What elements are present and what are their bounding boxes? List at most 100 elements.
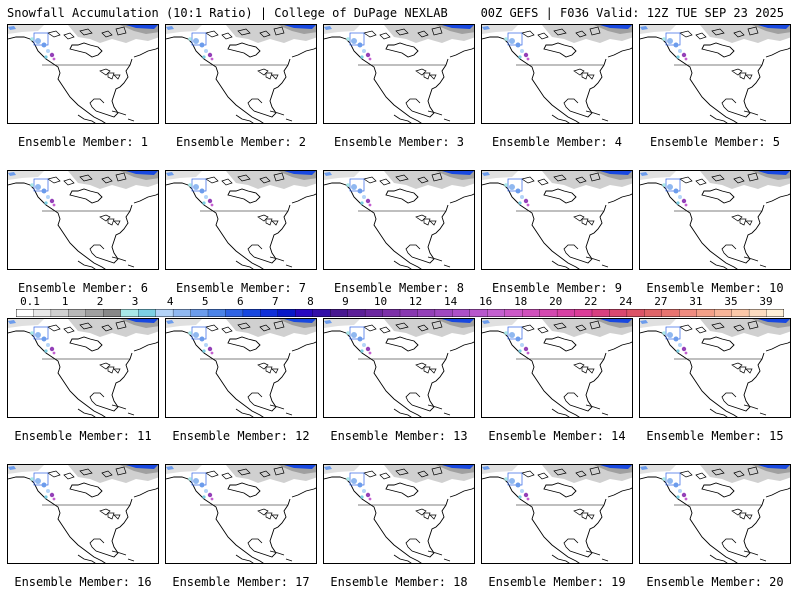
legend-tick-label: 2 bbox=[96, 295, 104, 308]
legend-color-swatch bbox=[522, 309, 541, 317]
arctic-islands bbox=[363, 172, 443, 186]
hudson-bay bbox=[543, 42, 577, 58]
legend-color-swatch bbox=[731, 309, 750, 317]
snowfall-shading bbox=[504, 477, 530, 501]
legend-color-swatch bbox=[591, 309, 611, 317]
arctic-islands bbox=[47, 466, 127, 480]
arctic-islands bbox=[363, 466, 443, 480]
ensemble-member-map-17[interactable] bbox=[165, 464, 317, 564]
arctic-islands bbox=[47, 320, 127, 334]
north-america-map bbox=[8, 25, 158, 123]
snowfall-shading bbox=[346, 37, 372, 61]
legend-color-swatch bbox=[120, 309, 139, 317]
ensemble-member-caption: Ensemble Member: 20 bbox=[646, 575, 784, 589]
ensemble-member-map-12[interactable] bbox=[165, 318, 317, 418]
ensemble-member-map-7[interactable] bbox=[165, 170, 317, 270]
ensemble-member-map-14[interactable] bbox=[481, 318, 633, 418]
hudson-bay bbox=[543, 336, 577, 352]
arctic-islands bbox=[679, 320, 759, 334]
arctic-islands bbox=[679, 26, 759, 40]
east-coastline bbox=[411, 193, 474, 264]
arctic-islands bbox=[521, 466, 601, 480]
ensemble-member-map-2[interactable] bbox=[165, 24, 317, 124]
ensemble-member-map-6[interactable] bbox=[7, 170, 159, 270]
ensemble-member-map-16[interactable] bbox=[7, 464, 159, 564]
ensemble-member-caption: Ensemble Member: 3 bbox=[333, 135, 465, 149]
north-america-map bbox=[166, 465, 316, 563]
hudson-bay bbox=[543, 188, 577, 204]
east-coastline bbox=[95, 341, 158, 412]
great-lakes bbox=[415, 68, 437, 80]
east-coastline bbox=[253, 47, 316, 118]
arctic-islands bbox=[205, 172, 285, 186]
ensemble-member-map-1[interactable] bbox=[7, 24, 159, 124]
gulf-coast bbox=[235, 244, 263, 269]
legend-color-swatch bbox=[452, 309, 471, 317]
ensemble-member-caption: Ensemble Member: 16 bbox=[14, 575, 152, 589]
legend-color-swatch bbox=[748, 309, 768, 317]
north-america-map bbox=[8, 319, 158, 417]
snowfall-legend-colorbar bbox=[16, 309, 784, 317]
east-coastline bbox=[727, 47, 790, 118]
legend-color-swatch bbox=[16, 309, 35, 317]
hudson-bay bbox=[69, 482, 103, 498]
ensemble-member-map-13[interactable] bbox=[323, 318, 475, 418]
gulf-coast bbox=[393, 538, 421, 563]
legend-color-swatch bbox=[347, 309, 366, 317]
great-lakes bbox=[415, 214, 437, 226]
arctic-islands bbox=[679, 172, 759, 186]
snowfall-shading bbox=[662, 37, 688, 61]
gulf-coast bbox=[77, 244, 105, 269]
gulf-coast bbox=[709, 538, 737, 563]
legend-tick-label: 35 bbox=[724, 295, 738, 308]
legend-color-swatch bbox=[295, 309, 314, 317]
legend-tick-label: 6 bbox=[236, 295, 244, 308]
ensemble-member-map-18[interactable] bbox=[323, 464, 475, 564]
ensemble-member-caption: Ensemble Member: 5 bbox=[649, 135, 781, 149]
snowfall-shading bbox=[504, 37, 530, 61]
gulf-coast bbox=[551, 98, 579, 123]
gulf-coast bbox=[235, 98, 263, 123]
legend-color-swatch bbox=[487, 309, 506, 317]
arctic-islands bbox=[679, 466, 759, 480]
hudson-bay bbox=[385, 336, 419, 352]
hudson-bay bbox=[227, 188, 261, 204]
hudson-bay bbox=[701, 336, 735, 352]
east-coastline bbox=[95, 487, 158, 558]
snowfall-shading bbox=[188, 331, 214, 355]
east-coastline bbox=[253, 487, 316, 558]
north-america-map bbox=[324, 465, 474, 563]
ensemble-member-map-9[interactable] bbox=[481, 170, 633, 270]
legend-color-swatch bbox=[644, 309, 663, 317]
legend-tick-label: 4 bbox=[166, 295, 174, 308]
gulf-coast bbox=[77, 392, 105, 417]
ensemble-member-map-20[interactable] bbox=[639, 464, 791, 564]
legend-tick-label: 16 bbox=[478, 295, 493, 308]
ensemble-member-caption: Ensemble Member: 7 bbox=[175, 281, 307, 295]
arctic-islands bbox=[205, 466, 285, 480]
ensemble-member-map-15[interactable] bbox=[639, 318, 791, 418]
ensemble-member-caption: Ensemble Member: 18 bbox=[330, 575, 468, 589]
arctic-islands bbox=[363, 26, 443, 40]
hudson-bay bbox=[543, 482, 577, 498]
legend-color-swatch bbox=[330, 309, 349, 317]
gulf-coast bbox=[235, 538, 263, 563]
great-lakes bbox=[415, 508, 437, 520]
ensemble-member-map-8[interactable] bbox=[323, 170, 475, 270]
legend-color-swatch bbox=[417, 309, 436, 317]
arctic-islands bbox=[205, 320, 285, 334]
ensemble-member-map-19[interactable] bbox=[481, 464, 633, 564]
hudson-bay bbox=[227, 42, 261, 58]
north-america-map bbox=[482, 465, 632, 563]
ensemble-member-map-5[interactable] bbox=[639, 24, 791, 124]
north-america-map bbox=[166, 171, 316, 269]
ensemble-member-map-3[interactable] bbox=[323, 24, 475, 124]
ensemble-member-map-4[interactable] bbox=[481, 24, 633, 124]
ensemble-member-map-10[interactable] bbox=[639, 170, 791, 270]
ensemble-member-map-11[interactable] bbox=[7, 318, 159, 418]
great-lakes bbox=[99, 68, 121, 80]
snowfall-shading bbox=[188, 37, 214, 61]
legend-tick-label: 14 bbox=[443, 295, 458, 308]
east-coastline bbox=[411, 341, 474, 412]
legend-color-swatch bbox=[312, 309, 331, 317]
